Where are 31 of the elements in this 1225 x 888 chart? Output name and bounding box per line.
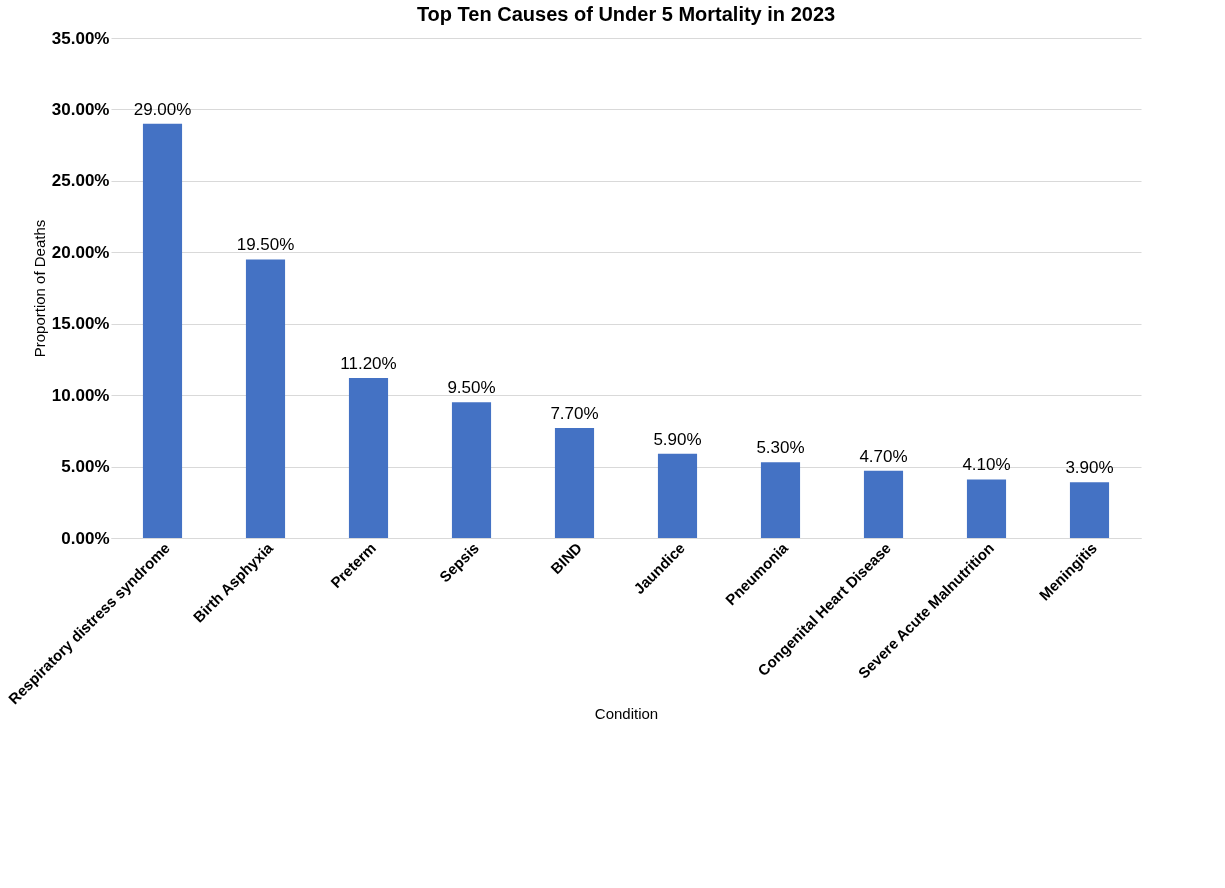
y-tick-label: 30.00% (51, 99, 110, 119)
data-label: 5.90% (653, 429, 702, 449)
bar (348, 378, 389, 538)
bar (142, 123, 183, 538)
y-tick-label: 0.00% (61, 528, 110, 548)
data-label: 7.70% (550, 404, 599, 423)
y-tick-label: 25.00% (51, 171, 110, 191)
y-tick-label: 35.00% (51, 28, 110, 48)
data-label: 4.10% (962, 455, 1011, 475)
bar (863, 470, 904, 538)
bar (1069, 482, 1110, 538)
y-tick-label: 5.00% (61, 457, 110, 477)
bar (657, 453, 698, 538)
bar (966, 479, 1007, 538)
data-label: 5.30% (756, 438, 805, 458)
data-label: 29.00% (133, 99, 192, 119)
bar (451, 402, 492, 538)
data-label: 11.20% (340, 354, 397, 373)
y-tick-label: 15.00% (51, 314, 110, 334)
chart-title: Top Ten Causes of Under 5 Mortality in 2023 (416, 3, 836, 25)
y-axis-title: Proportion of Deaths (30, 219, 48, 358)
data-label: 9.50% (447, 378, 496, 398)
bar (245, 259, 286, 538)
y-tick-label: 20.00% (51, 242, 110, 262)
data-label: 3.90% (1065, 458, 1114, 478)
data-label: 4.70% (859, 446, 908, 466)
bar (554, 428, 595, 538)
y-tick-label: 10.00% (51, 385, 110, 405)
bar (760, 462, 801, 538)
x-axis-title: Condition (594, 705, 659, 723)
data-label: 19.50% (236, 235, 295, 255)
